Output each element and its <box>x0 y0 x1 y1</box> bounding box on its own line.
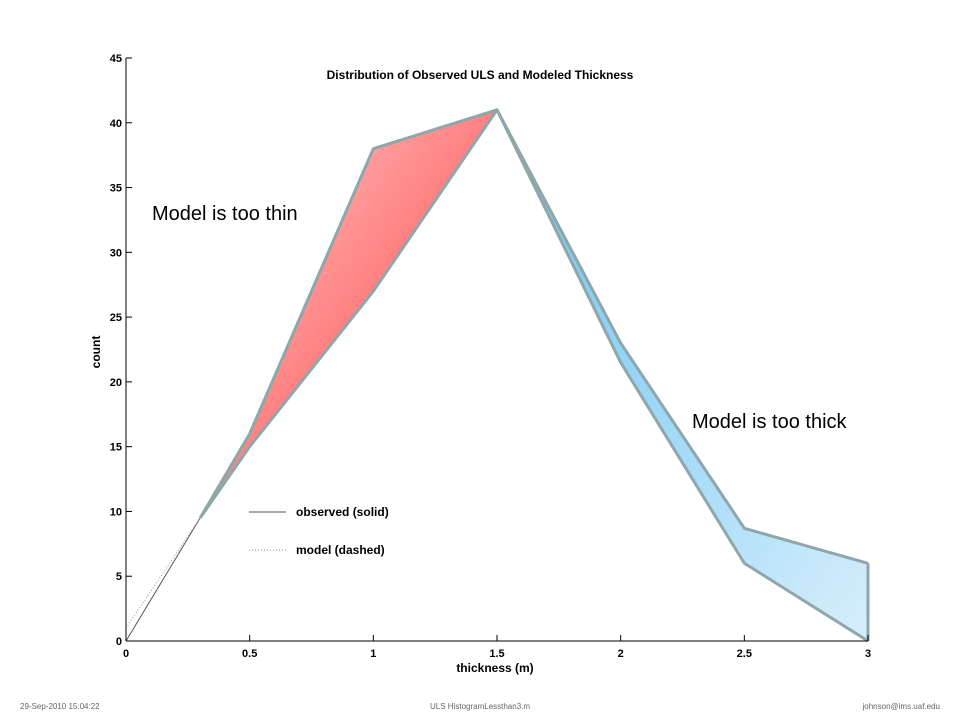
series-observed-start <box>125 517 201 642</box>
y-tick-label: 35 <box>110 183 122 195</box>
x-tick-label: 1.5 <box>489 648 504 660</box>
x-tick-label: 1 <box>370 648 376 660</box>
series-model-line <box>198 108 869 643</box>
y-tick-label: 20 <box>110 377 122 389</box>
footer-date: 29-Sep-2010 15:04:22 <box>20 702 100 711</box>
fill-model-too-thick <box>497 109 868 642</box>
x-tick-label: 2 <box>618 648 624 660</box>
y-tick-label: 45 <box>110 53 122 65</box>
y-axis-label: count <box>89 336 103 369</box>
legend: observed (solid) model (dashed) <box>249 505 389 557</box>
chart: 0 5 10 15 20 25 30 35 40 45 0 0.5 1 1.5 2 2.5 3 Distribu… <box>89 53 871 675</box>
x-tick-label: 0.5 <box>242 648 257 660</box>
chart-title: Distribution of Observed ULS and Modeled… <box>327 68 634 82</box>
y-tick-label: 30 <box>110 247 122 259</box>
fill-model-too-thin <box>200 109 497 518</box>
annotation-too-thin: Model is too thin <box>152 203 298 225</box>
x-tick-label: 3 <box>865 648 871 660</box>
x-tick-label: 2.5 <box>737 648 752 660</box>
legend-model-label: model (dashed) <box>296 543 385 557</box>
y-tick-label: 15 <box>110 442 122 454</box>
annotation-too-thick: Model is too thick <box>692 411 848 433</box>
y-tick-label: 40 <box>110 118 122 130</box>
footer-email: johnson@ims.uaf.edu <box>862 702 941 711</box>
x-tick-label: 0 <box>123 648 129 660</box>
footer-filename: ULS HistogramLessthan3.m <box>430 702 531 711</box>
legend-observed-label: observed (solid) <box>296 505 389 519</box>
y-tick-label: 5 <box>116 571 122 583</box>
y-tick-label: 10 <box>110 506 122 518</box>
y-tick-label: 25 <box>110 312 122 324</box>
series-model-start <box>125 517 201 629</box>
x-axis-label: thickness (m) <box>456 661 533 675</box>
y-tick-label: 0 <box>116 636 122 648</box>
